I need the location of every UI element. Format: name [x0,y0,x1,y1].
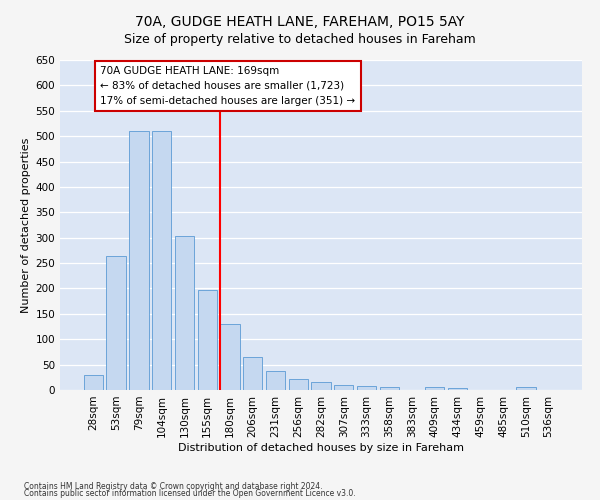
Bar [516,388,536,390]
Text: 70A GUDGE HEATH LANE: 169sqm
← 83% of detached houses are smaller (1,723)
17% of: 70A GUDGE HEATH LANE: 169sqm ← 83% of de… [100,66,355,106]
Bar [425,388,445,390]
Bar [334,385,353,390]
Text: Size of property relative to detached houses in Fareham: Size of property relative to detached ho… [124,32,476,46]
Bar [152,131,172,390]
Bar [106,256,126,390]
Bar [357,386,376,390]
Bar [129,131,149,390]
Bar [380,388,399,390]
Text: Contains HM Land Registry data © Crown copyright and database right 2024.: Contains HM Land Registry data © Crown c… [24,482,323,491]
Y-axis label: Number of detached properties: Number of detached properties [21,138,31,312]
Bar [220,324,239,390]
Bar [197,290,217,390]
Bar [289,379,308,390]
Bar [448,388,467,390]
Text: Contains public sector information licensed under the Open Government Licence v3: Contains public sector information licen… [24,489,356,498]
Bar [311,382,331,390]
Bar [266,371,285,390]
Bar [175,236,194,390]
X-axis label: Distribution of detached houses by size in Fareham: Distribution of detached houses by size … [178,442,464,452]
Bar [84,375,103,390]
Bar [243,357,262,390]
Text: 70A, GUDGE HEATH LANE, FAREHAM, PO15 5AY: 70A, GUDGE HEATH LANE, FAREHAM, PO15 5AY [135,15,465,29]
